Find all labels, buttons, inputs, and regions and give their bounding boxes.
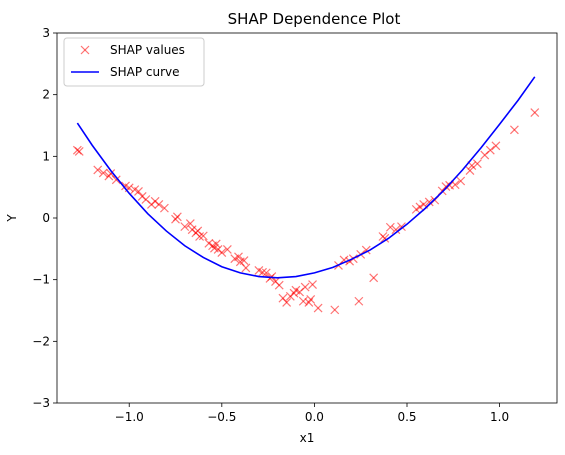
y-tick-label: −2 bbox=[32, 334, 50, 348]
shap-value-point bbox=[217, 248, 227, 257]
shap-value-point bbox=[111, 175, 121, 185]
plot-area-frame bbox=[56, 32, 558, 404]
legend: SHAP values SHAP curve bbox=[63, 37, 205, 87]
y-tick-label: 2 bbox=[42, 88, 50, 102]
y-axis-label: Y bbox=[5, 214, 19, 223]
x-tick-label: 1.0 bbox=[490, 410, 509, 424]
shap-value-point bbox=[509, 125, 519, 135]
shap-value-point bbox=[195, 232, 205, 241]
x-axis-ticks: −1.0 −0.5 0.0 0.5 1.0 bbox=[115, 403, 509, 424]
legend-label-shap-curve: SHAP curve bbox=[110, 65, 180, 79]
shap-value-point bbox=[385, 222, 395, 232]
shap-value-point bbox=[456, 176, 466, 186]
y-axis-ticks: −3 −2 −1 0 1 2 3 bbox=[32, 26, 57, 410]
shap-value-point bbox=[241, 263, 251, 273]
series-layer bbox=[72, 76, 540, 315]
shap-value-point bbox=[491, 141, 501, 151]
shap-value-point bbox=[465, 166, 475, 175]
x-tick-label: 0.0 bbox=[305, 410, 324, 424]
chart-title: SHAP Dependence Plot bbox=[228, 10, 401, 28]
shap-value-point bbox=[180, 222, 190, 232]
shap-value-point bbox=[369, 273, 379, 283]
x-axis-label: x1 bbox=[300, 431, 315, 445]
shap-value-point bbox=[391, 225, 401, 235]
shap-value-point bbox=[424, 197, 434, 207]
x-tick-label: −1.0 bbox=[115, 410, 144, 424]
x-tick-label: 0.5 bbox=[397, 410, 416, 424]
shap-value-point bbox=[198, 231, 208, 241]
shap-value-point bbox=[172, 212, 182, 222]
legend-label-shap-values: SHAP values bbox=[110, 43, 185, 57]
x-tick-label: −0.5 bbox=[207, 410, 236, 424]
shap-value-point bbox=[211, 239, 221, 249]
shap-value-point bbox=[234, 252, 243, 262]
legend-marker-shap-values bbox=[80, 45, 90, 55]
shap-value-point bbox=[93, 165, 103, 175]
shap-value-point bbox=[485, 145, 495, 155]
shap-value-point bbox=[261, 268, 271, 278]
shap-value-point bbox=[313, 303, 323, 313]
shap-value-point bbox=[300, 282, 310, 292]
y-tick-label: −1 bbox=[32, 273, 50, 287]
shap-value-point bbox=[354, 296, 364, 306]
shap-value-point bbox=[282, 298, 292, 307]
shap-value-point bbox=[154, 200, 164, 209]
shap-value-point bbox=[397, 222, 406, 232]
shap-value-point bbox=[267, 272, 277, 282]
shap-value-point bbox=[134, 187, 143, 196]
shap-value-point bbox=[298, 296, 308, 306]
shap-value-point bbox=[306, 294, 316, 304]
legend-box bbox=[63, 37, 205, 87]
shap-value-point bbox=[159, 203, 169, 213]
shap-value-point bbox=[308, 280, 317, 290]
shap-value-point bbox=[222, 245, 232, 254]
shap-value-point bbox=[472, 159, 482, 169]
y-tick-label: −3 bbox=[32, 396, 50, 410]
y-tick-label: 1 bbox=[42, 149, 50, 163]
shap-value-point bbox=[380, 233, 390, 243]
shap-value-point bbox=[74, 146, 84, 156]
shap-value-point bbox=[339, 255, 349, 265]
shap-curve-line bbox=[76, 76, 536, 279]
shap-value-point bbox=[239, 256, 249, 265]
shap-value-point bbox=[185, 219, 195, 228]
shap-value-point bbox=[274, 280, 284, 290]
shap-value-point bbox=[98, 168, 108, 178]
y-tick-label: 0 bbox=[42, 211, 50, 225]
shap-value-point bbox=[330, 305, 340, 315]
shap-value-point bbox=[530, 108, 540, 117]
y-tick-label: 3 bbox=[42, 26, 50, 40]
shap-value-point bbox=[258, 267, 267, 277]
